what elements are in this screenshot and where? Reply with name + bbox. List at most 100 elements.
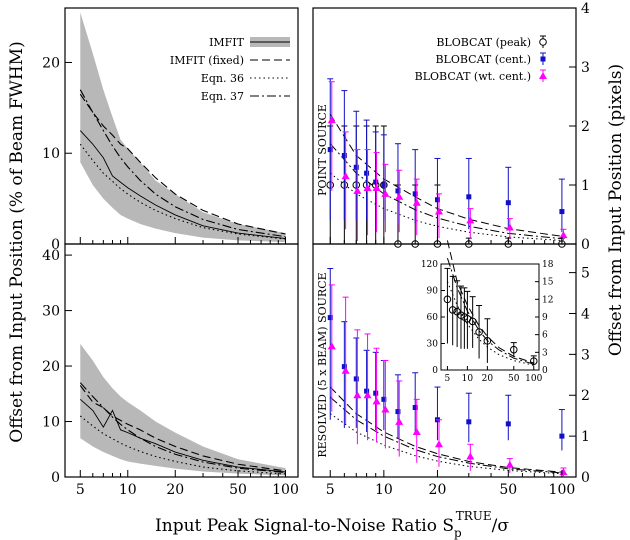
inset-panel: 0 30 60 90 120 0 3 6 9 12 15 18 5 10 20 50 100 [421, 240, 554, 384]
top-right-cent-marker [327, 147, 333, 153]
top-right-wtcent-marker [395, 192, 404, 200]
top-right-y-tick-label: 2 [581, 119, 590, 135]
inset-y-tick-label: 30 [427, 340, 439, 350]
top-right-wtcent-marker [434, 207, 443, 215]
bottom-left-y-tick-label: 20 [42, 359, 60, 375]
inset-model-dashed-curve [446, 240, 534, 364]
inset-x-tick-label: 50 [508, 374, 520, 384]
bottom-right-wtcent-marker [412, 428, 421, 436]
legend-left-label: Eqn. 36 [201, 72, 244, 85]
inset-x-tick-label: 10 [462, 374, 474, 384]
panel-bottom-right [327, 268, 568, 477]
inset-y-tick-label-right: 18 [542, 260, 554, 270]
legend: IMFIT IMFIT (fixed) Eqn. 36 Eqn. 37 BLOBCAT … [170, 35, 547, 103]
inset-y-tick-label-right: 12 [542, 295, 553, 305]
bottom-right-cent-marker [466, 419, 472, 425]
bottom-right-x-tick-label: 100 [549, 482, 576, 498]
top-right-cent-marker [381, 182, 387, 188]
bottom-left-series-dotted-line [79, 415, 286, 475]
bottom-right-y-tick-label: 1 [581, 429, 590, 445]
bottom-right-cent-marker [559, 433, 565, 439]
inset-x-tick-label: 100 [525, 374, 542, 384]
inset-frame [440, 263, 540, 371]
bottom-right-cent-marker [395, 409, 401, 415]
inset-x-tick-label: 5 [445, 374, 451, 384]
bottom-right-cent-marker [373, 390, 379, 396]
bottom-right-y-tick-label: 2 [581, 388, 590, 404]
inset-y-tick-label: 0 [432, 366, 438, 376]
bottom-right-cent-marker [412, 405, 418, 411]
bottom-right-cent-marker [381, 396, 387, 402]
legend-right-marker-swatch [540, 56, 546, 62]
top-right-wtcent-marker [341, 172, 350, 180]
top-right-y-tick-label: 4 [581, 1, 590, 17]
bottom-left-x-tick-label: 10 [119, 482, 137, 498]
panel-top-left [79, 12, 286, 243]
top-left-series-solid-line [79, 130, 286, 240]
inset-y-tick-label-right: 6 [542, 331, 548, 341]
legend-right-label: BLOBCAT (cent.) [435, 53, 531, 66]
bottom-left-series-dashdot-line [79, 382, 286, 474]
bottom-right-model-dashdot-curve [329, 396, 562, 474]
top-right-model-dashdot-curve [329, 143, 562, 240]
legend-right-label: BLOBCAT (wt. cent.) [415, 70, 531, 83]
bottom-right-x-tick-label: 20 [429, 482, 447, 498]
panel-label-point-source: POINT SOURCE [316, 104, 329, 196]
inset-peak-marker [448, 306, 457, 314]
top-right-peak-marker [394, 240, 402, 248]
bottom-right-y-tick-label: 0 [581, 470, 590, 486]
bottom-right-wtcent-marker [466, 452, 475, 460]
top-right-cent-marker [505, 200, 511, 206]
bottom-right-wtcent-marker [353, 391, 362, 399]
y-axis-title-right: Offset from Input Position (pixels) [606, 64, 626, 356]
bottom-right-cent-marker [327, 315, 333, 321]
top-right-wtcent-marker [505, 223, 514, 231]
inset-model-dashdot-curve [446, 257, 534, 365]
inset-y-tick-label: 60 [427, 313, 439, 323]
x-axis-title-sup: TRUE [456, 509, 492, 523]
inset-y-tick-label-right: 3 [542, 348, 548, 358]
bottom-left-y-tick-label: 10 [42, 414, 60, 430]
bottom-right-model-dotted-curve [329, 413, 562, 475]
panel-label-resolved-source: RESOLVED (5 x BEAM) SOURCE [316, 272, 329, 457]
top-right-wtcent-marker [466, 216, 475, 224]
panel-bottom-right-frame [312, 243, 577, 478]
x-axis-title-sub: p [454, 526, 462, 540]
bottom-left-x-tick-label: 50 [229, 482, 247, 498]
top-right-peak-marker [411, 240, 420, 248]
bottom-left-series-solid-line [79, 398, 286, 473]
top-right-cent-marker [559, 209, 565, 215]
top-right-model-dashed-curve [329, 113, 562, 237]
legend-left-label: IMFIT (fixed) [170, 54, 244, 67]
top-right-cent-marker [434, 197, 440, 203]
top-right-cent-marker [353, 164, 359, 170]
top-right-wtcent-marker [363, 183, 372, 191]
bottom-right-cent-marker [341, 364, 347, 370]
top-left-series-dotted-line [79, 143, 286, 240]
x-axis-title-tail: /σ [492, 516, 510, 536]
bottom-right-y-tick-label: 4 [581, 306, 590, 322]
inset-peak-marker [468, 317, 477, 326]
bottom-left-x-tick-label: 5 [76, 482, 85, 498]
inset-peak-marker [509, 345, 518, 354]
inset-y-tick-label-right: 15 [542, 278, 554, 288]
top-left-y-tick-label: 10 [42, 146, 60, 162]
bottom-left-imfit-band [80, 343, 286, 476]
bottom-right-cent-marker [353, 376, 359, 382]
top-right-cent-marker [341, 153, 347, 158]
bottom-right-wtcent-marker [363, 391, 372, 399]
top-right-cent-marker [412, 191, 418, 197]
top-right-wtcent-marker [412, 198, 421, 206]
bottom-right-wtcent-marker [505, 460, 514, 468]
bottom-right-x-tick-label: 10 [375, 482, 393, 498]
top-left-y-tick-label: 20 [42, 55, 60, 71]
bottom-left-series-dashed-line [79, 385, 286, 472]
legend-right-marker-swatch [539, 38, 547, 46]
top-right-wtcent-marker [353, 186, 362, 194]
y-axis-title-left: Offset from Input Position (% of Beam FW… [7, 41, 27, 442]
bottom-right-cent-marker [364, 388, 370, 394]
legend-left-label: Eqn. 37 [201, 90, 244, 103]
bottom-right-wtcent-marker [372, 397, 381, 405]
bottom-right-y-tick-label: 3 [581, 347, 590, 363]
